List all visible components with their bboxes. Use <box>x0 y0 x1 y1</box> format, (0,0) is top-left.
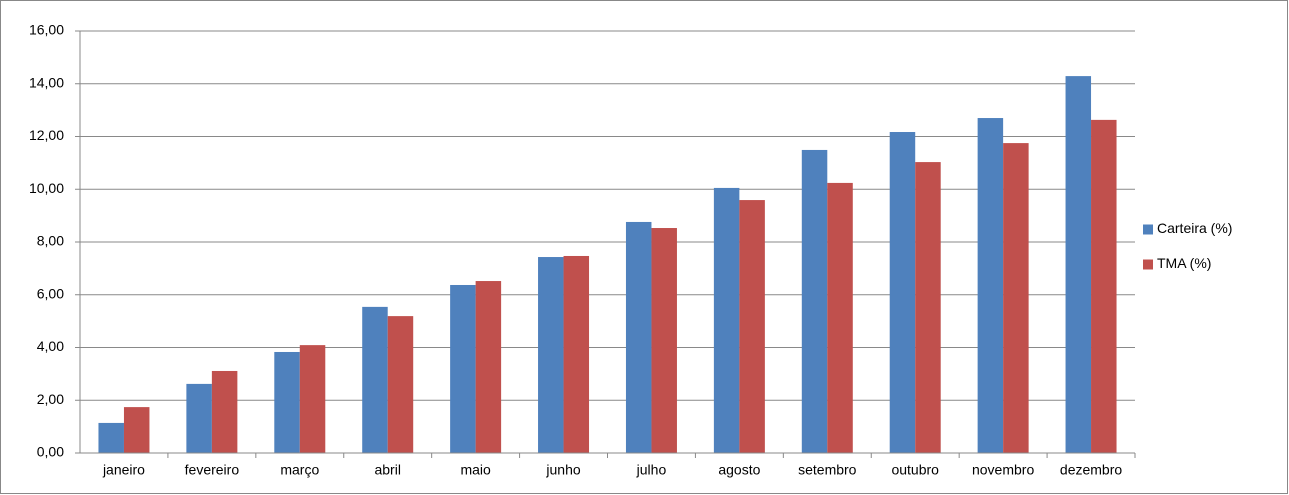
bar <box>739 200 765 453</box>
y-tick-label: 2,00 <box>37 391 64 407</box>
x-tick-label: agosto <box>718 462 760 478</box>
bar <box>450 284 476 453</box>
x-tick-label: julho <box>636 462 667 478</box>
legend-label: TMA (%) <box>1157 255 1211 271</box>
bar <box>211 370 238 453</box>
x-tick-label: fevereiro <box>185 462 240 478</box>
y-tick-label: 8,00 <box>37 233 64 249</box>
x-tick-label: janeiro <box>102 462 145 478</box>
bar <box>299 345 326 453</box>
x-tick-label: junho <box>545 462 580 478</box>
bar <box>1065 76 1092 453</box>
x-tick-label: setembro <box>798 462 857 478</box>
y-tick-label: 4,00 <box>37 338 64 354</box>
y-tick-label: 0,00 <box>37 444 64 460</box>
bar <box>889 132 916 454</box>
x-tick-label: maio <box>460 462 491 478</box>
bar <box>563 255 590 453</box>
bar <box>1003 143 1029 453</box>
legend-swatch <box>1143 259 1153 270</box>
bar <box>713 187 740 453</box>
x-tick-label: novembro <box>972 462 1034 478</box>
legend-swatch <box>1143 224 1153 235</box>
bar <box>977 118 1004 453</box>
bar <box>274 351 300 453</box>
y-tick-label: 14,00 <box>29 74 64 90</box>
y-tick-label: 6,00 <box>37 285 64 301</box>
bar <box>651 228 677 453</box>
y-tick-label: 16,00 <box>29 22 64 38</box>
x-tick-label: outubro <box>891 462 939 478</box>
legend-label: Carteira (%) <box>1157 220 1232 236</box>
y-tick-label: 12,00 <box>29 127 64 143</box>
x-tick-label: março <box>280 462 319 478</box>
bar <box>625 221 652 453</box>
bar <box>538 257 564 453</box>
bar <box>475 281 502 453</box>
bar <box>362 306 388 453</box>
bar <box>186 383 212 453</box>
bar <box>123 407 150 453</box>
bar <box>1091 119 1117 453</box>
bar <box>801 149 828 454</box>
bar <box>827 182 853 454</box>
bar <box>387 316 414 453</box>
bar <box>98 422 124 453</box>
bar <box>915 162 941 454</box>
x-tick-label: abril <box>374 462 400 478</box>
x-tick-label: dezembro <box>1060 462 1122 478</box>
y-tick-label: 10,00 <box>29 180 64 196</box>
